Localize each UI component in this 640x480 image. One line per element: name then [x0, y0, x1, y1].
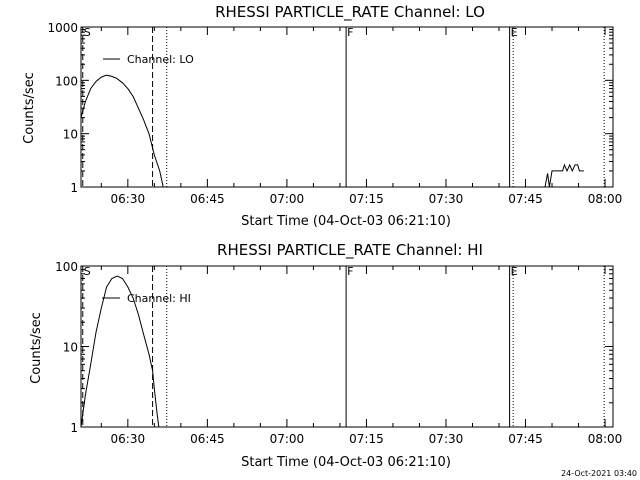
chart-panel-hi: RHESSI PARTICLE_RATE Channel: HI 06:30 06… [29, 241, 622, 470]
x-axis-label-hi: Start Time (04-Oct-03 06:21:10) [241, 455, 451, 470]
chart-title-hi: RHESSI PARTICLE_RATE Channel: HI [217, 241, 483, 260]
legend-lo: Channel: LO [103, 53, 194, 66]
y-tick-label-hi: 10 [63, 341, 78, 355]
x-tick-label-hi: 07:15 [349, 432, 384, 446]
series-line-hi [80, 275, 160, 428]
marker-label-lo: E [511, 26, 518, 39]
y-tick-label-hi: 1 [70, 421, 78, 435]
x-tick-label-lo: 08:00 [588, 192, 623, 206]
y-tick-label-lo: 1000 [47, 21, 78, 35]
timestamp-stamp: 24-Oct-2021 03:40 [561, 469, 637, 478]
marker-label-hi: F [347, 265, 353, 278]
legend-label-lo: Channel: LO [127, 53, 194, 66]
x-tick-label-hi: 07:00 [270, 432, 305, 446]
y-tick-label-hi: 100 [55, 260, 78, 274]
marker-label-lo: F [347, 26, 353, 39]
y-axis-label-lo: Counts/sec [22, 72, 37, 144]
y-axis-label-hi: Counts/sec [29, 312, 44, 384]
legend-label-hi: Channel: HI [127, 292, 191, 305]
marker-label-hi: E [511, 265, 518, 278]
x-tick-label-lo: 07:45 [508, 192, 543, 206]
plot-area-lo: 06:30 06:45 07:00 07:15 07:30 07:45 08:00 1 10 10… [47, 21, 622, 206]
series-line-lo [80, 74, 164, 188]
marker-label-hi: S [84, 265, 91, 278]
x-tick-label-lo: 07:15 [349, 192, 384, 206]
y-tick-label-lo: 100 [55, 74, 78, 88]
x-tick-label-hi: 07:30 [429, 432, 464, 446]
x-tick-label-hi: 08:00 [588, 432, 623, 446]
marker-label-lo: S [84, 26, 91, 39]
x-tick-label-lo: 06:45 [190, 192, 225, 206]
x-tick-label-hi: 07:45 [508, 432, 543, 446]
plot-area-hi: 06:30 06:45 07:00 07:15 07:30 07:45 08:00 1 10 10… [55, 260, 622, 446]
x-tick-label-lo: 07:30 [429, 192, 464, 206]
x-tick-label-lo: 07:00 [270, 192, 305, 206]
chart-panel-lo: RHESSI PARTICLE_RATE Channel: LO 06:30 06… [22, 3, 622, 229]
x-tick-label-hi: 06:45 [190, 432, 225, 446]
plot-frame-hi [80, 265, 614, 428]
x-axis-label-lo: Start Time (04-Oct-03 06:21:10) [241, 214, 451, 229]
y-tick-label-lo: 1 [70, 181, 78, 195]
x-tick-label-hi: 06:30 [111, 432, 146, 446]
y-tick-label-lo: 10 [63, 128, 78, 142]
plot-frame-lo [80, 26, 614, 188]
series-line-lo [544, 163, 584, 188]
chart-title-lo: RHESSI PARTICLE_RATE Channel: LO [215, 3, 485, 22]
legend-hi: Channel: HI [102, 292, 191, 305]
x-tick-label-lo: 06:30 [111, 192, 146, 206]
